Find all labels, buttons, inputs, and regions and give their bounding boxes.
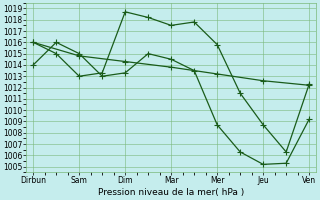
X-axis label: Pression niveau de la mer( hPa ): Pression niveau de la mer( hPa ) [98, 188, 244, 197]
